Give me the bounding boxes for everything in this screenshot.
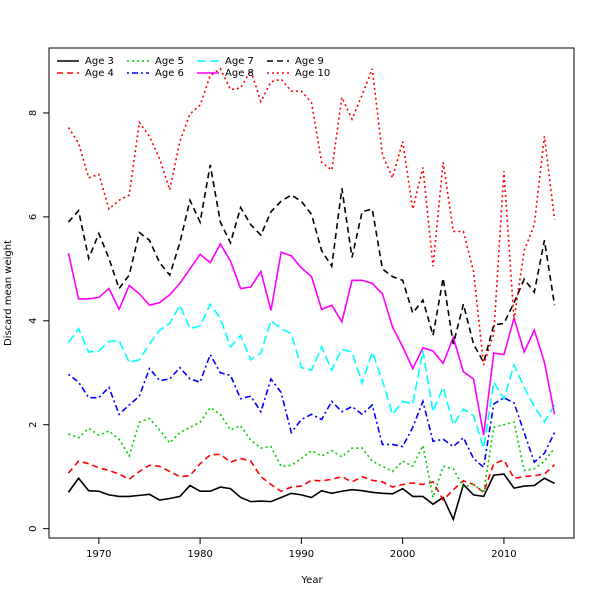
legend-label: Age 8 <box>225 68 254 79</box>
legend-label: Age 6 <box>155 68 184 79</box>
y-tick-label: 2 <box>28 422 39 428</box>
legend-label: Age 4 <box>85 68 114 79</box>
x-axis-label: Year <box>300 575 323 586</box>
y-axis-label: Discard mean weight <box>3 240 14 346</box>
series-line <box>67 242 556 436</box>
x-tick-label: 2010 <box>491 549 516 560</box>
series-line <box>68 406 556 501</box>
plot-box <box>48 47 575 539</box>
x-tick-label: 1970 <box>86 549 111 560</box>
legend-label: Age 5 <box>155 56 184 67</box>
series-line <box>67 453 556 502</box>
series-line <box>67 67 556 366</box>
y-tick-label: 0 <box>28 525 39 531</box>
y-tick-label: 6 <box>28 214 39 220</box>
series-line <box>67 164 556 365</box>
legend-label: Age 3 <box>85 56 114 67</box>
y-tick-label: 8 <box>28 110 39 116</box>
series-line <box>67 302 556 449</box>
x-tick-label: 1980 <box>187 549 212 560</box>
y-tick-label: 4 <box>28 318 39 324</box>
series-line <box>67 473 555 522</box>
x-tick-label: 2000 <box>390 549 415 560</box>
legend-label: Age 9 <box>295 56 324 67</box>
legend-label: Age 7 <box>225 56 254 67</box>
series-line <box>67 352 556 469</box>
legend-label: Age 10 <box>295 68 330 79</box>
x-tick-label: 1990 <box>289 549 314 560</box>
